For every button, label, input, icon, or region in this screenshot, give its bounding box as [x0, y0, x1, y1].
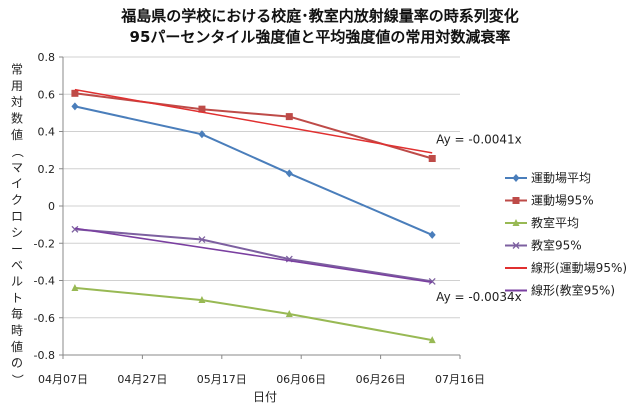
y-axis-label-char: ） [11, 374, 25, 386]
x-tick-label: 04月07日 [38, 373, 88, 386]
trendline [74, 227, 433, 284]
y-axis-label-char: 時 [11, 324, 23, 338]
legend-label: 運動場平均 [531, 171, 591, 185]
data-point [285, 113, 293, 121]
data-point [71, 102, 79, 111]
y-tick-label: 0.6 [38, 88, 56, 101]
x-tick-label: 06月06日 [276, 373, 326, 386]
y-axis-label-char: ル [11, 275, 23, 289]
trendline [74, 88, 433, 154]
legend-marker [512, 197, 520, 204]
series-layer [71, 88, 436, 344]
annotation-label: Ay = -0.0034x [436, 290, 522, 304]
y-axis-label-char: （ [11, 146, 25, 158]
legend-label: 線形(教室95%) [531, 283, 615, 298]
series-line [74, 105, 433, 236]
y-tick-label: -0.2 [34, 237, 55, 250]
data-point [285, 310, 293, 318]
annotation-label: Ay = -0.0041x [436, 133, 522, 147]
y-tick-label: 0.2 [38, 163, 56, 176]
y-axis-label-char: 値 [11, 339, 23, 354]
data-point [71, 89, 79, 97]
data-point [285, 169, 293, 178]
legend-marker [512, 242, 520, 249]
data-point [198, 105, 206, 113]
y-axis-label-char: ロ [11, 209, 23, 223]
data-point [198, 236, 206, 243]
data-point [198, 130, 206, 139]
y-axis-label-char: 数 [11, 110, 23, 125]
y-axis-label-char: 常 [11, 63, 23, 77]
data-point [71, 225, 79, 233]
x-tick-label: 06月26日 [356, 373, 406, 386]
y-axis-label-char: 対 [11, 95, 23, 109]
y-axis-label-char: マ [11, 160, 23, 174]
y-tick-label: 0.4 [38, 126, 56, 139]
legend-marker [512, 174, 520, 182]
y-axis-label-char: ト [11, 291, 23, 305]
y-tick-label: 0.8 [38, 51, 56, 64]
legend-label: 教室95% [531, 238, 582, 253]
y-axis-label-char: の [11, 356, 23, 370]
y-axis-label-char: ク [11, 193, 23, 207]
legend-label: 教室平均 [531, 215, 579, 230]
series-line [74, 286, 433, 342]
y-tick-label: -0.6 [34, 312, 55, 325]
y-tick-label: -0.4 [34, 275, 55, 288]
x-tick-label: 07月16日 [435, 373, 485, 386]
y-axis-label-char: ベ [11, 258, 23, 272]
data-point [71, 283, 79, 291]
y-axis-label-char: イ [11, 177, 23, 191]
data-point [198, 296, 206, 304]
x-tick-label: 05月17日 [197, 373, 247, 386]
data-point [428, 277, 436, 285]
data-point [428, 336, 436, 344]
series-line [74, 228, 433, 283]
legend-label: 運動場95% [531, 194, 594, 208]
y-axis-label-char: ー [11, 242, 23, 256]
x-tick-label: 04月27日 [117, 373, 167, 386]
y-axis-label-char: シ [11, 226, 23, 240]
y-axis-label-char: 用 [11, 79, 23, 93]
annotation-layer: Ay = -0.0041x Ay = -0.0034x [436, 133, 522, 304]
data-point [428, 230, 436, 239]
axis-layer: 0.8 0.6 0.4 0.2 0 -0.2 -0.4 -0.6 -0.8 04月07日 04月27… [34, 51, 485, 386]
y-tick-label: 0 [48, 200, 55, 213]
y-axis-label-char: 値 [11, 127, 23, 142]
y-axis-label-char: 毎 [11, 306, 23, 321]
data-point [428, 155, 436, 163]
y-tick-label: -0.8 [34, 349, 55, 362]
chart-subtitle: 95パーセンタイル強度値と平均強度値の常用対数減衰率 [130, 28, 511, 46]
legend-marker [512, 219, 520, 226]
chart-title: 福島県の学校における校庭･教室内放射線量率の時系列変化 [120, 7, 519, 25]
legend-label: 線形(運動場95%) [531, 260, 627, 275]
x-axis-label: 日付 [253, 390, 277, 404]
